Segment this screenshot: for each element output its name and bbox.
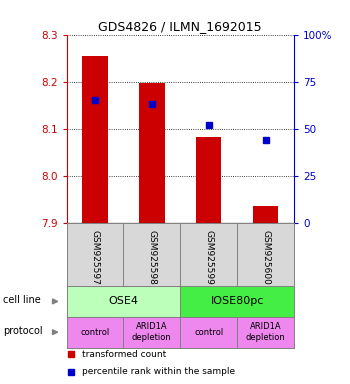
- Text: ARID1A
depletion: ARID1A depletion: [246, 323, 286, 342]
- Text: cell line: cell line: [3, 295, 41, 305]
- Text: GSM925599: GSM925599: [204, 230, 213, 285]
- Bar: [253, 206, 278, 223]
- Text: ARID1A
depletion: ARID1A depletion: [132, 323, 172, 342]
- Title: GDS4826 / ILMN_1692015: GDS4826 / ILMN_1692015: [98, 20, 262, 33]
- Text: GSM925597: GSM925597: [90, 230, 99, 285]
- Text: GSM925600: GSM925600: [261, 230, 270, 285]
- Bar: [82, 56, 108, 223]
- Bar: [139, 83, 164, 223]
- Bar: [196, 137, 222, 223]
- Text: IOSE80pc: IOSE80pc: [210, 296, 264, 306]
- Text: control: control: [80, 328, 110, 337]
- Text: percentile rank within the sample: percentile rank within the sample: [83, 367, 236, 376]
- Text: protocol: protocol: [3, 326, 43, 336]
- Text: GSM925598: GSM925598: [147, 230, 156, 285]
- Text: control: control: [194, 328, 223, 337]
- Text: OSE4: OSE4: [108, 296, 138, 306]
- Text: transformed count: transformed count: [83, 350, 167, 359]
